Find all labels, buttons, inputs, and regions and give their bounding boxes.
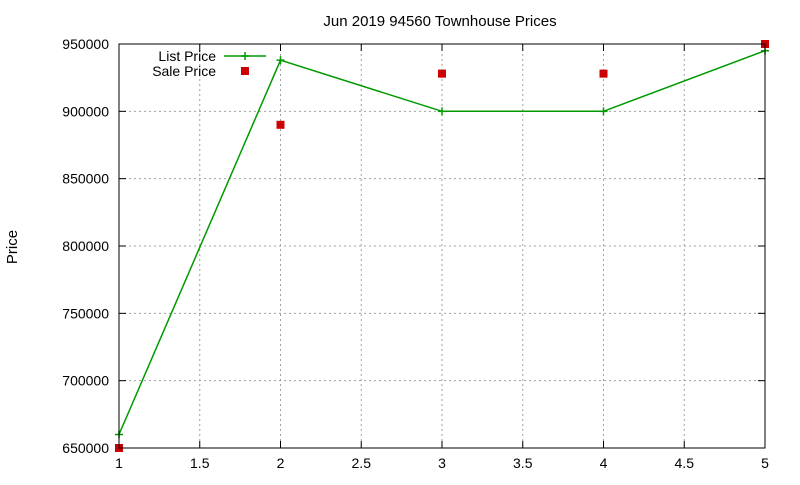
x-tick-label: 1.5	[190, 455, 210, 471]
legend-plus-marker	[241, 52, 249, 60]
x-tick-label: 3	[438, 455, 446, 471]
data-point-plus	[599, 107, 608, 116]
legend-label: List Price	[158, 48, 216, 64]
y-tick-label: 800000	[62, 238, 109, 254]
data-point-plus	[276, 56, 285, 65]
y-tick-label: 900000	[62, 103, 109, 119]
x-tick-label: 1	[115, 455, 123, 471]
x-tick-label: 4	[600, 455, 608, 471]
data-point-square	[438, 69, 446, 78]
y-tick-label: 700000	[62, 373, 109, 389]
data-point-square	[599, 69, 608, 78]
x-tick-label: 3.5	[513, 455, 533, 471]
y-tick-label: 850000	[62, 171, 109, 187]
x-tick-label: 2	[277, 455, 285, 471]
x-tick-label: 5	[761, 455, 769, 471]
legend-label: Sale Price	[152, 63, 216, 79]
y-tick-label: 650000	[62, 440, 109, 456]
data-point-plus	[438, 107, 446, 116]
x-tick-label: 4.5	[675, 455, 695, 471]
chart-title: Jun 2019 94560 Townhouse Prices	[323, 13, 556, 30]
data-point-square	[276, 120, 285, 129]
y-tick-label: 750000	[62, 305, 109, 321]
axis-ticks: 650000 700000 750000 800000 850000 900000 9500…	[62, 36, 769, 471]
x-tick-label: 2.5	[352, 455, 372, 471]
grid-lines	[119, 44, 765, 448]
y-tick-label: 950000	[62, 36, 109, 52]
legend-square-marker	[241, 67, 249, 75]
y-axis-label: Price	[4, 230, 21, 264]
plot-frame	[118, 43, 766, 449]
